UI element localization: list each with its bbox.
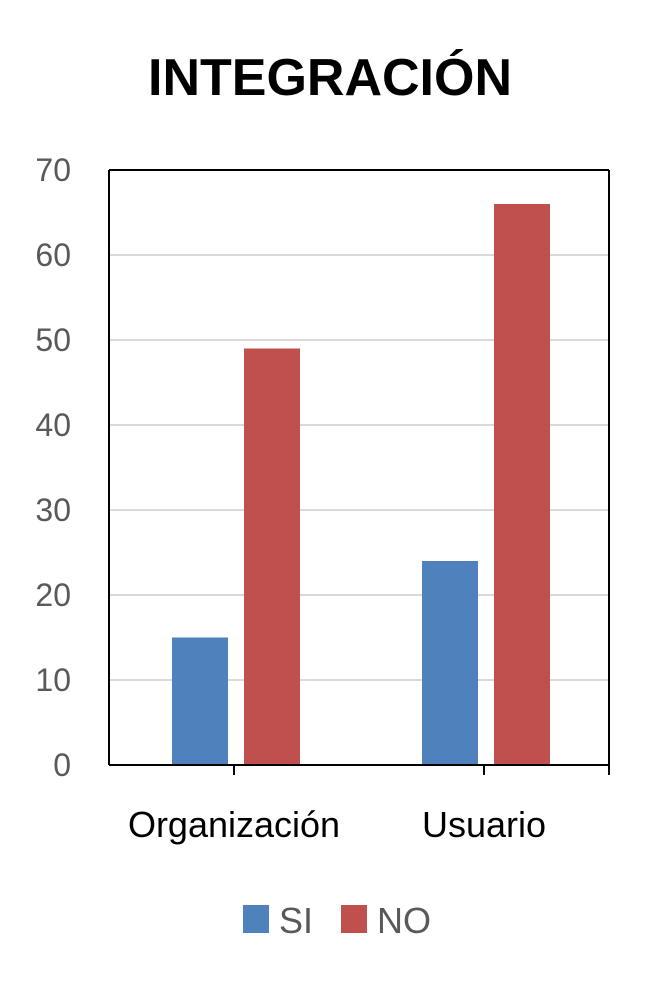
bars <box>172 204 550 765</box>
y-tick-label-40: 40 <box>35 407 71 443</box>
legend: SI NO <box>243 900 431 941</box>
legend-label-si: SI <box>279 900 313 941</box>
x-axis-category-labels: Organización Usuario <box>128 804 546 845</box>
x-category-label-2: Usuario <box>422 804 546 845</box>
y-tick-label-30: 30 <box>35 492 71 528</box>
y-tick-label-70: 70 <box>35 152 71 188</box>
bar-si-2 <box>422 561 478 765</box>
axes <box>108 169 610 775</box>
bar-no-1 <box>244 348 300 765</box>
y-tick-label-60: 60 <box>35 237 71 273</box>
chart-title: INTEGRACIÓN <box>148 49 512 107</box>
y-tick-label-10: 10 <box>35 662 71 698</box>
x-category-label-1: Organización <box>128 804 340 845</box>
legend-swatch-no <box>341 905 367 933</box>
y-axis-tick-labels: 0 10 20 30 40 50 60 70 <box>35 152 71 783</box>
y-tick-label-20: 20 <box>35 577 71 613</box>
y-tick-label-0: 0 <box>53 747 71 783</box>
bar-si-1 <box>172 637 228 765</box>
legend-swatch-si <box>243 905 269 933</box>
y-tick-label-50: 50 <box>35 322 71 358</box>
bar-no-2 <box>494 204 550 765</box>
legend-label-no: NO <box>377 900 431 941</box>
